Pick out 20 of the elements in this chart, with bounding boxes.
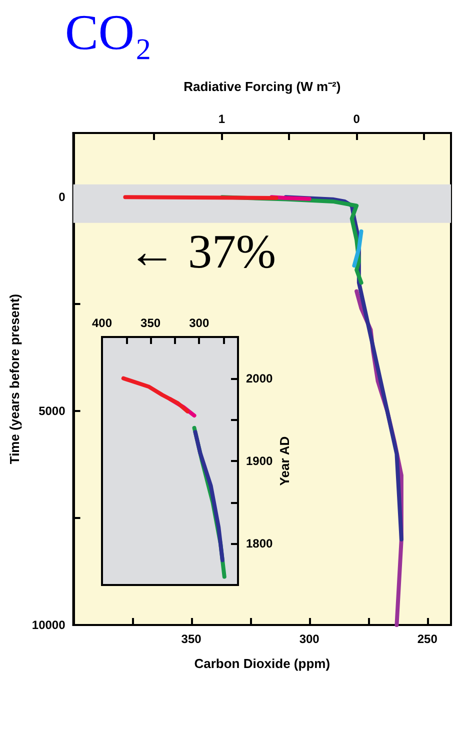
annotation: ← 37% [128,226,276,278]
x2-tick-label: 0 [353,112,360,126]
y-tick-label: 10000 [32,618,66,632]
x-tick-label: 350 [181,632,202,646]
y-tick-label: 5000 [38,404,66,418]
y-tick-label: 1900 [246,454,274,468]
y-tick-label: 0 [58,190,66,204]
x-tick-label: 300 [299,632,320,646]
x2-axis-title: Radiative Forcing (W m⁻²) [184,79,341,94]
x-tick-label: 250 [417,632,438,646]
x-tick-label: 400 [92,316,112,330]
y-tick-label: 2000 [246,371,274,386]
x-tick-label: 350 [140,316,161,330]
y-axis-title: Time (years before present) [7,294,22,464]
x-axis-title: Carbon Dioxide (ppm) [194,656,330,671]
x-tick-label: 300 [189,316,210,330]
chart-title: CO₂ [65,4,152,60]
y-tick-label: 1800 [246,536,274,551]
x2-tick-label: 1 [218,112,226,126]
y-axis-title: Year AD [277,436,292,486]
